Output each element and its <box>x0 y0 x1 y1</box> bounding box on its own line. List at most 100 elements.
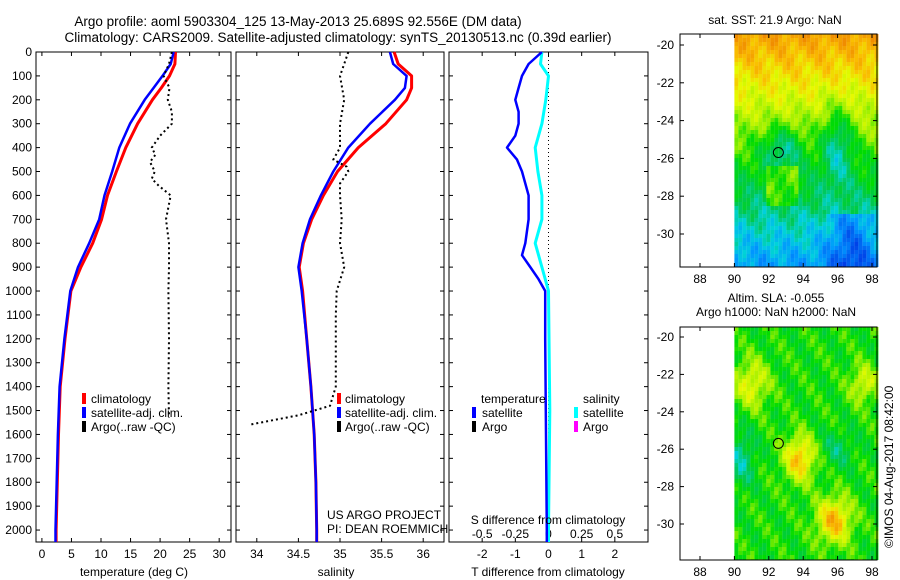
map-cell <box>770 555 775 559</box>
map-cell <box>742 403 747 407</box>
map-cell <box>770 531 775 535</box>
map-cell <box>778 134 783 138</box>
map-cell <box>834 230 839 234</box>
map-cell <box>746 551 751 555</box>
map-cell <box>798 70 803 74</box>
map-cell <box>814 258 819 262</box>
map-cell <box>818 391 823 395</box>
map-cell <box>790 106 795 110</box>
map-cell <box>738 258 743 262</box>
map-cell <box>802 38 807 42</box>
map-cell <box>834 218 839 222</box>
map-cell <box>846 523 851 527</box>
map-cell <box>830 383 835 387</box>
map-cell <box>842 407 847 411</box>
map-cell <box>806 495 811 499</box>
map-cell <box>862 234 867 238</box>
map-cell <box>806 415 811 419</box>
map-cell <box>746 222 751 226</box>
map-cell <box>734 74 739 78</box>
map-cell <box>842 222 847 226</box>
map-cell <box>874 415 879 419</box>
map-cell <box>774 238 779 242</box>
map-cell <box>770 467 775 471</box>
map-cell <box>786 242 791 246</box>
map-cell <box>754 347 759 351</box>
map-cell <box>798 379 803 383</box>
map-cell <box>770 70 775 74</box>
map-cell <box>862 246 867 250</box>
map-cell <box>842 226 847 230</box>
map-cell <box>738 439 743 443</box>
map-cell <box>862 154 867 158</box>
map-cell <box>798 491 803 495</box>
map-cell <box>854 134 859 138</box>
map-cell <box>750 347 755 351</box>
map-cell <box>846 343 851 347</box>
map-cell <box>770 150 775 154</box>
map-cell <box>750 519 755 523</box>
map-cell <box>758 170 763 174</box>
map-cell <box>758 459 763 463</box>
map-cell <box>766 258 771 262</box>
map-cell <box>782 46 787 50</box>
map-cell <box>758 70 763 74</box>
map-cell <box>734 202 739 206</box>
map-cell <box>754 154 759 158</box>
map-cell <box>794 331 799 335</box>
map-cell <box>806 134 811 138</box>
map-cell <box>758 419 763 423</box>
map-cell <box>778 258 783 262</box>
map-cell <box>782 258 787 262</box>
map-cell <box>746 262 751 266</box>
map-cell <box>834 399 839 403</box>
map-cell <box>734 198 739 202</box>
map-cell <box>806 138 811 142</box>
map-cell <box>834 138 839 142</box>
map-cell <box>750 242 755 246</box>
map-cell <box>786 258 791 262</box>
map-cell <box>862 82 867 86</box>
map-cell <box>758 439 763 443</box>
map-cell <box>822 495 827 499</box>
map-cell <box>854 355 859 359</box>
map-cell <box>826 347 831 351</box>
map-cell <box>802 250 807 254</box>
map-cell <box>806 70 811 74</box>
map-cell <box>774 395 779 399</box>
map-cell <box>846 339 851 343</box>
map-cell <box>758 118 763 122</box>
map-cell <box>754 226 759 230</box>
map-cell <box>814 82 819 86</box>
map-cell <box>838 403 843 407</box>
map-cell <box>802 383 807 387</box>
map-cell <box>766 70 771 74</box>
map-cell <box>810 419 815 423</box>
map-cell <box>834 94 839 98</box>
map-cell <box>830 463 835 467</box>
map-cell <box>822 459 827 463</box>
map-cell <box>870 190 875 194</box>
map-cell <box>782 431 787 435</box>
map-cell <box>802 174 807 178</box>
map-cell <box>810 499 815 503</box>
map-cell <box>790 210 795 214</box>
map-cell <box>822 551 827 555</box>
map-cell <box>762 531 767 535</box>
map-cell <box>774 499 779 503</box>
map-cell <box>774 479 779 483</box>
map-cell <box>738 523 743 527</box>
map-cell <box>814 407 819 411</box>
map-cell <box>750 363 755 367</box>
map-cell <box>866 122 871 126</box>
map-cell <box>834 403 839 407</box>
map-cell <box>850 439 855 443</box>
map-cell <box>742 527 747 531</box>
map-cell <box>862 146 867 150</box>
map-cell <box>770 206 775 210</box>
map-cell <box>766 218 771 222</box>
map-cell <box>842 218 847 222</box>
map-cell <box>874 122 879 126</box>
map-cell <box>774 170 779 174</box>
map-cell <box>738 146 743 150</box>
